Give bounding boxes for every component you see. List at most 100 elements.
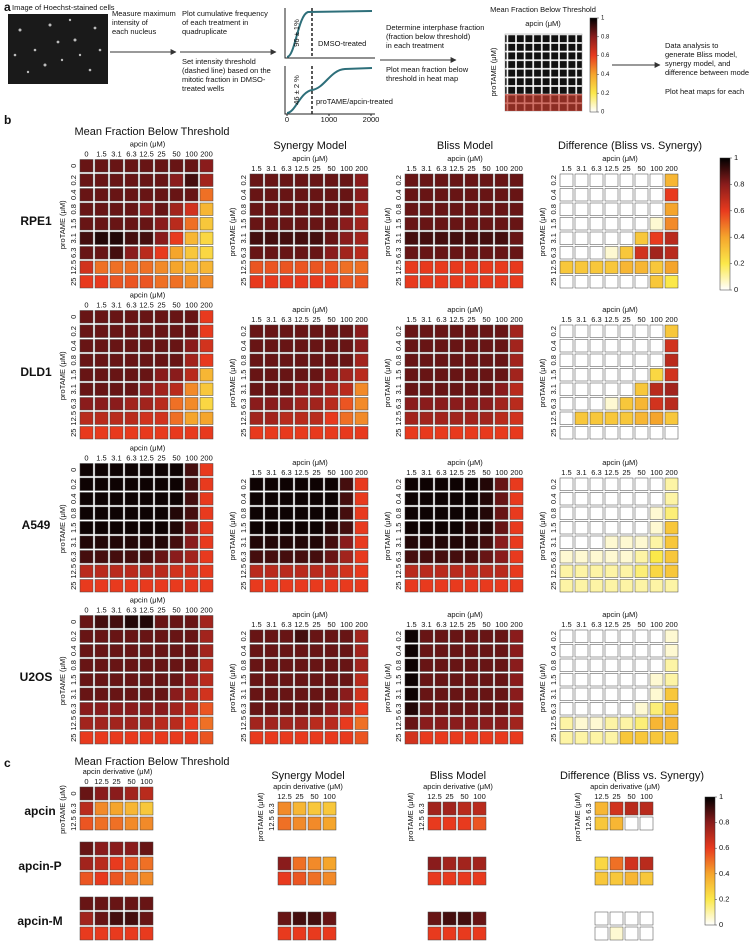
heatmap-cell (264, 535, 279, 549)
heatmap-cell (109, 339, 124, 353)
heatmap-cell (154, 535, 169, 549)
title: Bliss Model (437, 140, 493, 152)
x-tick-label: 200 (665, 468, 678, 477)
heatmap-cell (109, 506, 124, 520)
heatmap-cell (649, 324, 664, 338)
heatmap-cell (427, 911, 442, 926)
y-tick-label: 12.5 (584, 816, 593, 831)
heatmap-cell (354, 275, 369, 289)
heatmap-cell (634, 353, 649, 367)
heatmap-cell (154, 426, 169, 440)
heatmap-cell (124, 246, 139, 260)
heatmap-cell (109, 246, 124, 260)
heatmap-cell (154, 411, 169, 425)
heatmap-cell (404, 702, 419, 716)
y-tick-label: 0.8 (239, 660, 248, 670)
heatmap-cell (479, 492, 494, 506)
heatmap-cell (199, 506, 214, 520)
colorbar-tick-label: 0.6 (734, 206, 744, 215)
heatmap-cell (604, 246, 619, 260)
heatmap-cell (169, 535, 184, 549)
heatmap-cell (494, 731, 509, 745)
heatmap-cell (479, 260, 494, 274)
step-text: Plot heat maps for each (665, 87, 744, 96)
heatmap-cell (664, 260, 679, 274)
heatmap-cell (404, 731, 419, 745)
y-tick-label: 0.4 (239, 190, 248, 200)
step-text: (dashed line) based on the (182, 66, 271, 75)
heatmap-cell (184, 310, 199, 324)
x-tick-label: 1.5 (406, 164, 416, 173)
heatmap-cell (309, 260, 324, 274)
heatmap-cell (479, 564, 494, 578)
heatmap-cell (279, 202, 294, 216)
heatmap-cell (649, 260, 664, 274)
heatmap-cell (574, 658, 589, 672)
heatmap-cell (434, 217, 449, 231)
heatmap-cell (279, 246, 294, 260)
heatmap-cell (309, 716, 324, 730)
y-tick-label: 25 (549, 429, 558, 437)
heatmap-cell (479, 339, 494, 353)
heatmap-cell (559, 477, 574, 491)
colorbar (589, 17, 598, 113)
heatmap-cell (309, 397, 324, 411)
heatmap-cell (139, 926, 154, 941)
heatmap-cell (199, 368, 214, 382)
heatmap-cell (434, 644, 449, 658)
heatmap-cell (169, 564, 184, 578)
heatmap-cell (664, 658, 679, 672)
heatmap-cell (249, 644, 264, 658)
heatmap-cell (279, 260, 294, 274)
heatmap-cell (404, 629, 419, 643)
step-text: Set intensity threshold (182, 57, 256, 66)
heatmap-cell (404, 579, 419, 593)
title: Mean Fraction Below Threshold (74, 756, 229, 768)
heatmap-cell (419, 353, 434, 367)
heatmap-cell (309, 173, 324, 187)
x-tick-label: 25 (467, 620, 475, 629)
heatmap-cell (619, 521, 634, 535)
heatmap-cell (79, 579, 94, 593)
y-tick-label: 25 (394, 429, 403, 437)
heatmap-cell (604, 673, 619, 687)
heatmap-cell (79, 716, 94, 730)
x-axis-label: apcin (μM) (602, 305, 638, 314)
cell-line-label: DLD1 (20, 365, 52, 379)
heatmap-cell (94, 673, 109, 687)
heatmap-cell (339, 353, 354, 367)
heatmap-cell (109, 260, 124, 274)
heatmap-cell (124, 492, 139, 506)
heatmap-cell (574, 188, 589, 202)
y-tick-label: 12.5 (239, 411, 248, 426)
heatmap-cell (79, 926, 94, 941)
heatmap-cell (589, 397, 604, 411)
heatmap-cell (494, 477, 509, 491)
heatmap-cell (649, 382, 664, 396)
heatmap-cell (324, 353, 339, 367)
heatmap-cell (619, 658, 634, 672)
heatmap-cell (509, 550, 524, 564)
heatmap-cell (79, 463, 94, 477)
heatmap-cell (494, 426, 509, 440)
colorbar-tick-label: 0.8 (719, 818, 729, 827)
y-tick-label: 3.1 (394, 233, 403, 243)
heatmap-cell (154, 202, 169, 216)
y-tick-label: 6.3 (549, 399, 558, 409)
heatmap-cell (249, 202, 264, 216)
mini-heatmap-title: Mean Fraction Below Threshold (490, 5, 596, 14)
heatmap-cell (292, 816, 307, 831)
x-tick-label: 100 (650, 468, 663, 477)
heatmap-cell (139, 644, 154, 658)
colorbar-tick-label: 0.8 (734, 179, 744, 188)
x-tick-label: 200 (355, 468, 368, 477)
heatmap-cell (649, 731, 664, 745)
heatmap-cell (249, 353, 264, 367)
y-tick-label: 0.8 (394, 660, 403, 670)
x-tick-label: 3.1 (576, 164, 586, 173)
x-tick-label: 3.1 (111, 605, 121, 614)
heatmap-cell (574, 231, 589, 245)
step-text: intensity of (112, 18, 149, 27)
heatmap-cell (634, 564, 649, 578)
heatmap-cell (559, 275, 574, 289)
